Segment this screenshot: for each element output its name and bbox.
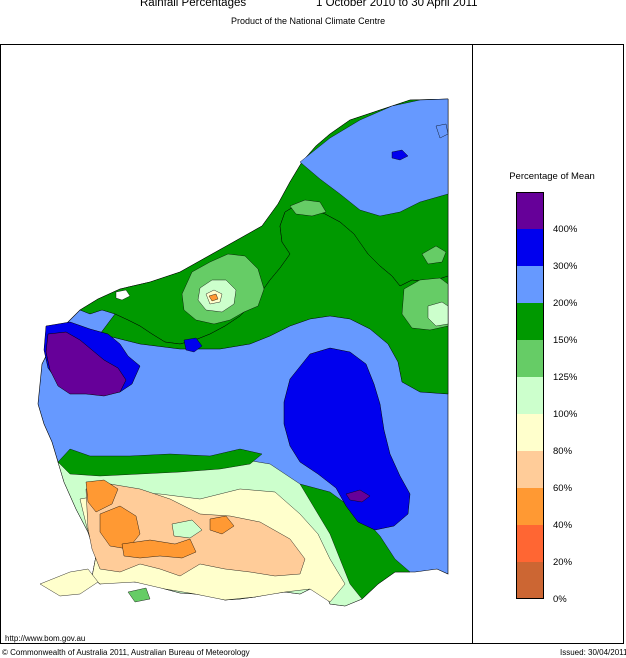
footer-copyright: © Commonwealth of Australia 2011, Austra…	[2, 648, 250, 657]
map-frame	[0, 44, 624, 644]
legend-tick: 0%	[553, 594, 567, 605]
legend-swatch	[516, 377, 544, 414]
legend-swatch	[516, 414, 544, 451]
legend-title: Percentage of Mean	[509, 171, 595, 182]
legend-tick: 20%	[553, 557, 573, 568]
legend-swatch	[516, 303, 544, 340]
footer-url[interactable]: http://www.bom.gov.au	[5, 634, 86, 643]
legend-tick: 60%	[553, 483, 573, 494]
legend-swatch	[516, 340, 544, 377]
legend-swatch	[516, 562, 544, 599]
legend-swatch	[516, 488, 544, 525]
legend-tick: 40%	[553, 520, 573, 531]
map-subtitle: Product of the National Climate Centre	[231, 16, 386, 26]
legend-swatch	[516, 525, 544, 562]
legend-tick: 150%	[553, 335, 578, 346]
legend-tick: 100%	[553, 409, 578, 420]
legend-swatch	[516, 266, 544, 303]
rainfall-map	[37, 98, 449, 607]
legend-tick: 200%	[553, 298, 578, 309]
legend-swatch	[516, 229, 544, 266]
map-title: Rainfall Percentages	[140, 0, 247, 9]
legend-tick: 125%	[553, 372, 578, 383]
legend-swatch	[516, 451, 544, 488]
legend-divider	[472, 44, 473, 644]
legend-tick: 80%	[553, 446, 573, 457]
legend-tick: 400%	[553, 224, 578, 235]
map-period: 1 October 2010 to 30 April 2011	[316, 0, 478, 9]
legend-swatch	[516, 192, 544, 229]
footer-issued: Issued: 30/04/2011	[560, 648, 626, 657]
legend-tick: 300%	[553, 261, 578, 272]
